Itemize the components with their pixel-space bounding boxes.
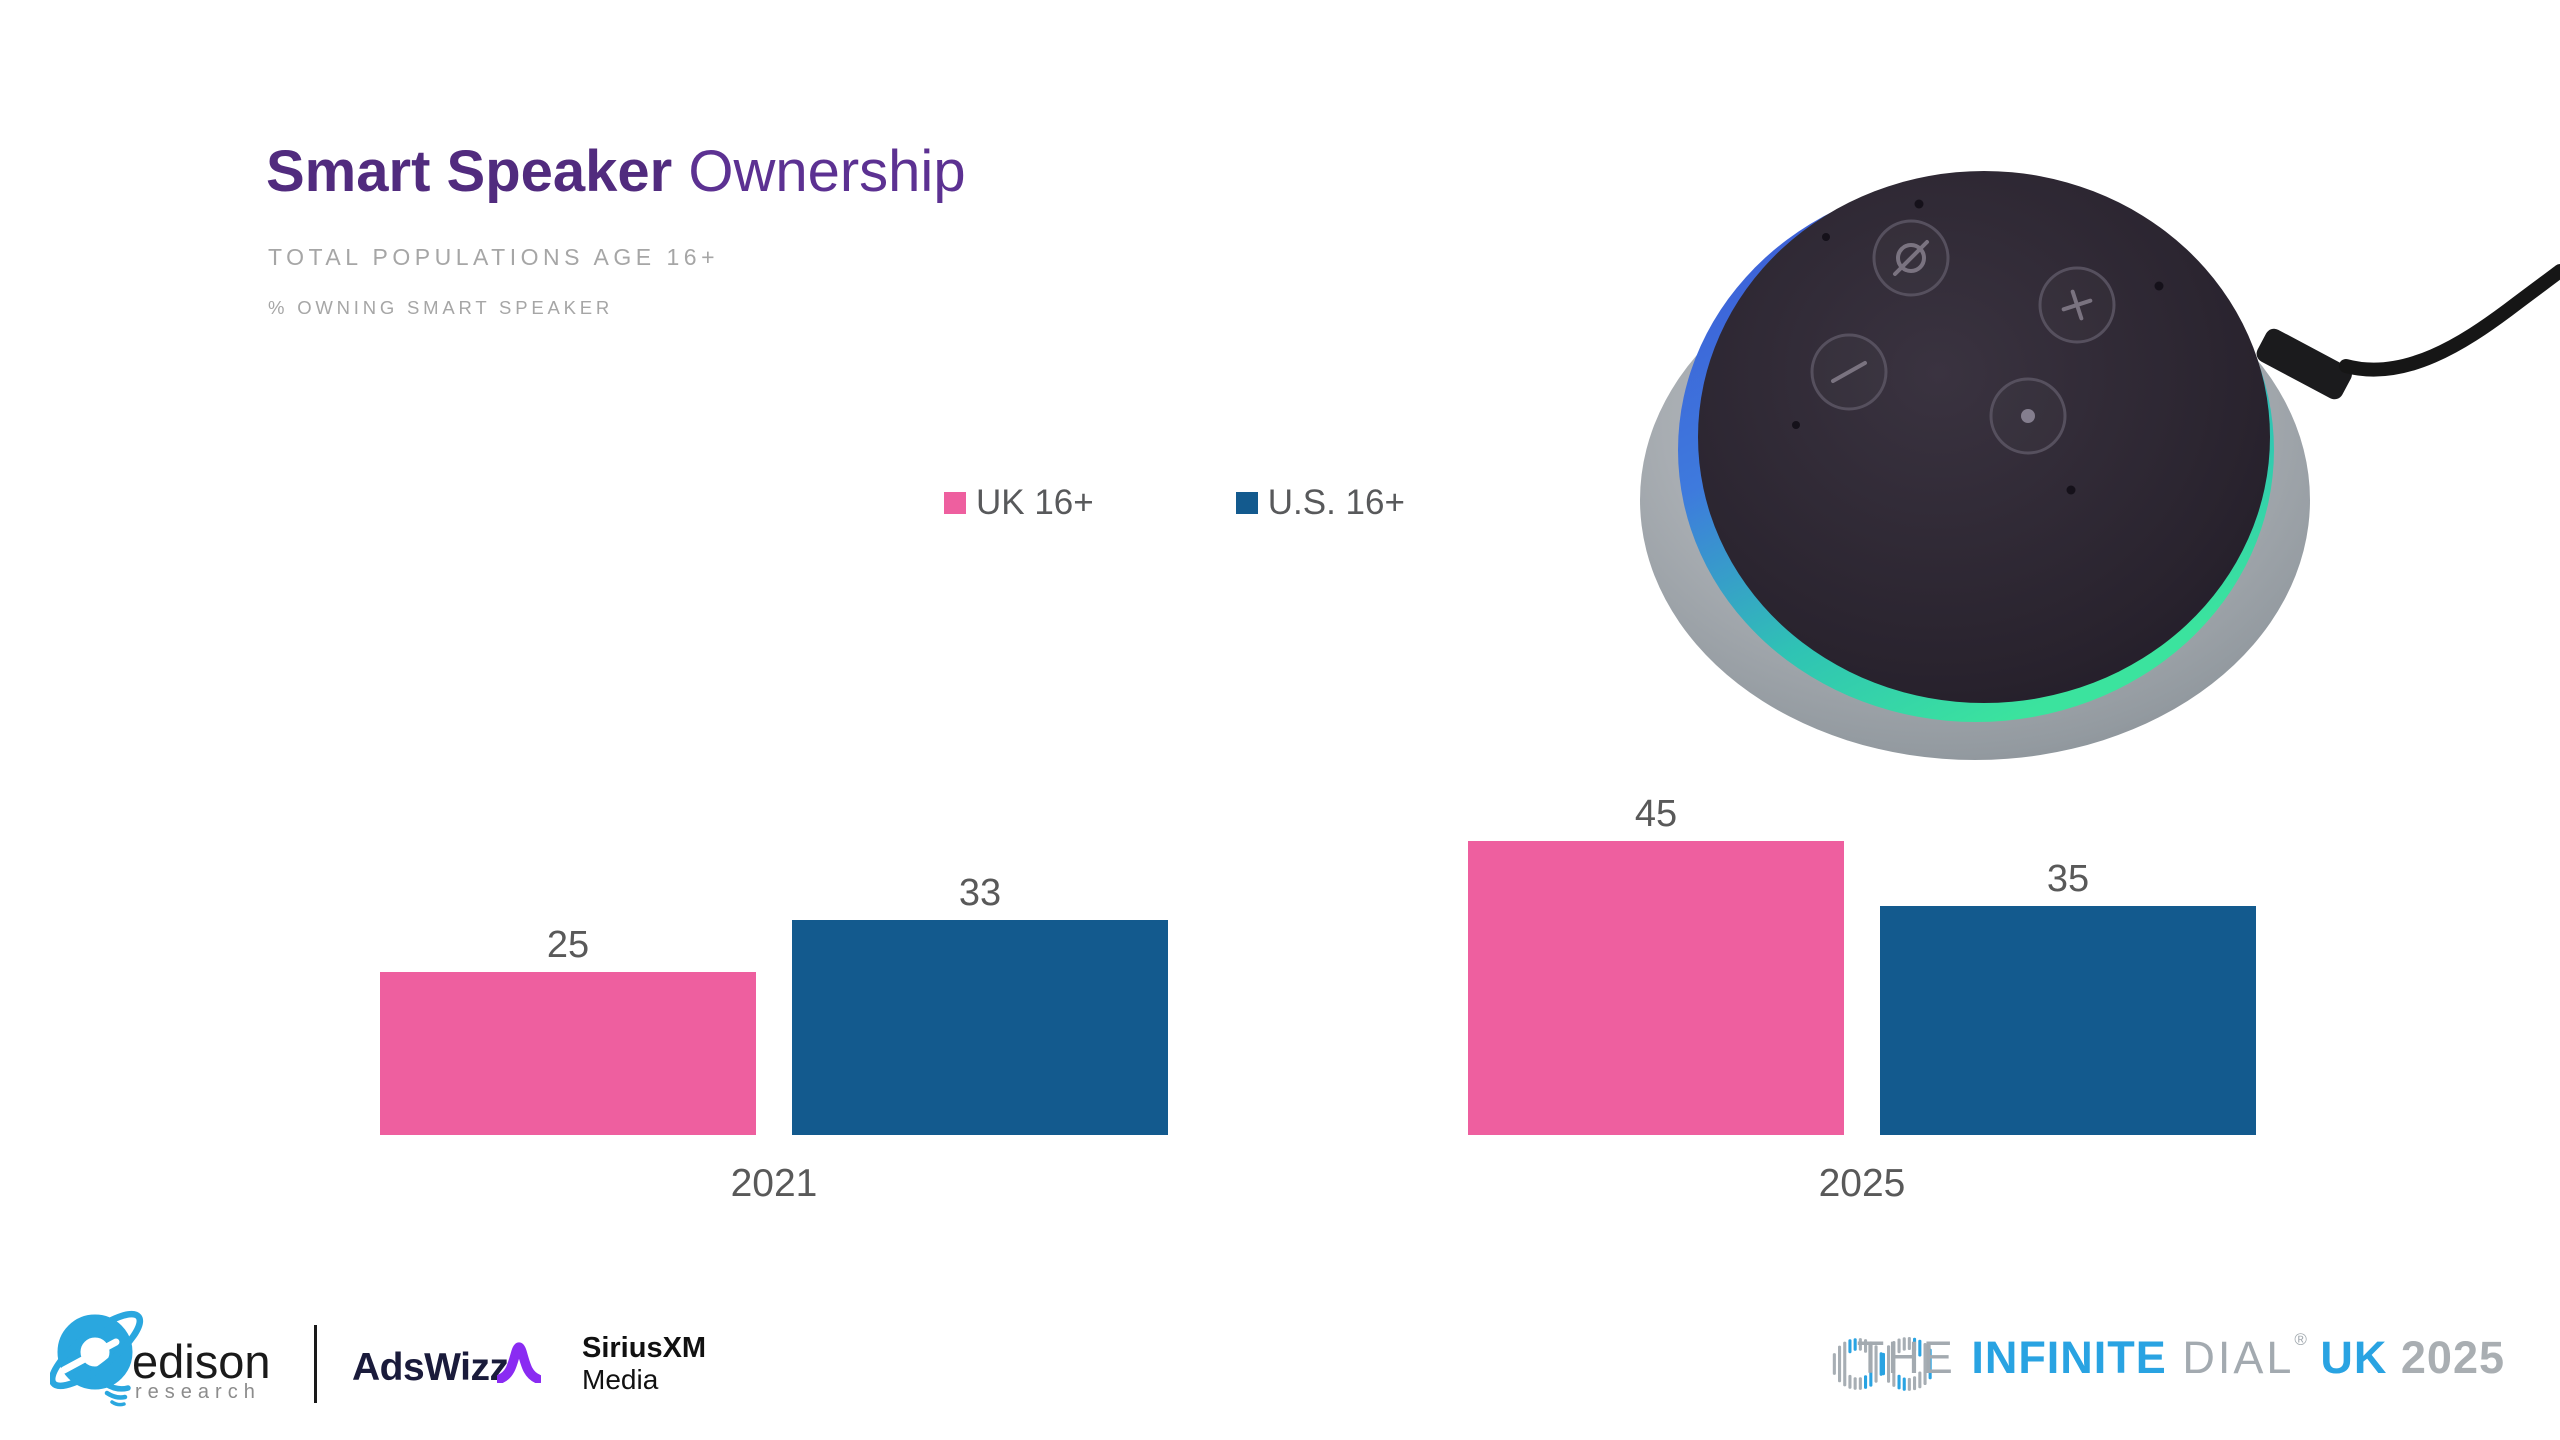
infinite-dial-year: 2025 [2400, 1332, 2505, 1383]
footer-divider [314, 1325, 317, 1403]
infinite-dial-uk: UK [2306, 1332, 2401, 1383]
bar-uk16-2025 [1468, 841, 1844, 1135]
page-title: Smart Speaker Ownership [266, 140, 966, 204]
registered-mark: ® [2294, 1330, 2307, 1349]
legend-item-us: U.S. 16+ [1235, 483, 1405, 523]
volume-up-button [2038, 266, 2116, 344]
edison-research-label: research [135, 1381, 261, 1403]
infinite-dial-dial: DIAL [2166, 1332, 2295, 1383]
bar-us16-2025 [1880, 906, 2256, 1135]
bar-value-label: 35 [2046, 858, 2090, 900]
adswizz-wordmark: AdsWizz [352, 1346, 509, 1389]
bar-value-label: 45 [1634, 793, 1678, 835]
page-title-bold: Smart Speaker [266, 139, 673, 204]
power-cable [2256, 264, 2560, 400]
edison-wordmark: edison [132, 1335, 271, 1388]
mic-hole [2066, 485, 2076, 495]
mic-hole [1914, 199, 1924, 209]
bar-uk16-2021 [380, 972, 756, 1135]
legend-item-uk: UK 16+ [944, 483, 1094, 523]
plus-icon [2061, 289, 2093, 321]
legend-swatch-us [1235, 492, 1258, 514]
speaker-top-disc [1698, 171, 2270, 703]
volume-down-button [1810, 333, 1888, 411]
siriusxm-wordmark: SiriusXM [582, 1332, 707, 1364]
legend-label-uk: UK 16+ [976, 483, 1094, 522]
mic-hole [1792, 421, 1800, 429]
mic-hole [1822, 233, 1830, 241]
mic-hole [2154, 281, 2164, 291]
category-label-2021: 2021 [730, 1162, 818, 1205]
infinite-dial-the: THE [1856, 1332, 1972, 1383]
edison-tail [103, 1381, 131, 1407]
chart-legend: UK 16+ U.S. 16+ [944, 483, 1405, 523]
metric-note: % OWNING SMART SPEAKER [268, 297, 614, 318]
adswizz-peak-icon [497, 1342, 541, 1383]
legend-label-us: U.S. 16+ [1267, 483, 1405, 522]
siriusxm-media-label: Media [582, 1364, 659, 1395]
infinite-dial-infinity-icon [1832, 1337, 1932, 1391]
infinite-dial-wordmark: THE INFINITE DIAL® UK 2025 [1857, 1330, 2505, 1384]
bar-value-label: 33 [958, 872, 1002, 914]
category-label-2025: 2025 [1818, 1162, 1906, 1205]
minus-icon [1831, 361, 1867, 383]
page-subtitle: TOTAL POPULATIONS AGE 16+ [268, 244, 720, 270]
page-title-regular: Ownership [672, 139, 966, 204]
siriusxm-media-logo: SiriusXM Media [582, 1334, 706, 1394]
edison-streak [60, 1338, 120, 1374]
bar-us16-2021 [792, 920, 1168, 1135]
edison-orbit-ring [50, 1310, 144, 1390]
legend-swatch-uk [944, 492, 966, 514]
smart-speaker-photo [1640, 171, 2560, 760]
bar-value-label: 25 [546, 924, 590, 966]
edison-research-logo [50, 1310, 144, 1407]
mic-mute-button [1872, 219, 1950, 297]
infinite-dial-infinite: INFINITE [1971, 1332, 2167, 1383]
mic-mute-icon [1896, 243, 1926, 273]
action-dot-icon [2021, 409, 2035, 423]
action-button [1989, 377, 2067, 455]
